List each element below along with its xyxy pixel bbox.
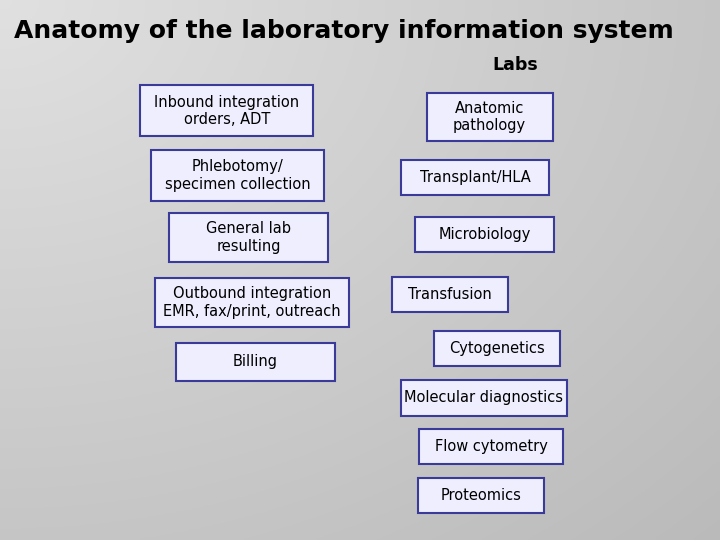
Text: General lab
resulting: General lab resulting [206,221,291,254]
FancyBboxPatch shape [433,330,560,366]
Text: Transplant/HLA: Transplant/HLA [420,170,531,185]
FancyBboxPatch shape [155,278,349,327]
FancyBboxPatch shape [151,150,324,201]
FancyBboxPatch shape [402,159,549,194]
FancyBboxPatch shape [392,278,508,312]
Text: Anatomic
pathology: Anatomic pathology [453,101,526,133]
Text: Inbound integration
orders, ADT: Inbound integration orders, ADT [154,94,300,127]
Text: Flow cytometry: Flow cytometry [435,439,547,454]
FancyBboxPatch shape [419,429,563,464]
Text: Cytogenetics: Cytogenetics [449,341,544,356]
Text: Molecular diagnostics: Molecular diagnostics [405,390,563,406]
Text: Labs: Labs [492,56,538,74]
Text: Anatomy of the laboratory information system: Anatomy of the laboratory information sy… [14,19,674,43]
Text: Billing: Billing [233,354,278,369]
Text: Outbound integration
EMR, fax/print, outreach: Outbound integration EMR, fax/print, out… [163,286,341,319]
Text: Microbiology: Microbiology [438,227,531,242]
FancyBboxPatch shape [415,217,554,252]
FancyBboxPatch shape [418,477,544,513]
FancyBboxPatch shape [169,213,328,262]
FancyBboxPatch shape [426,93,553,141]
FancyBboxPatch shape [401,380,567,416]
Text: Transfusion: Transfusion [408,287,492,302]
Text: Proteomics: Proteomics [441,488,521,503]
Text: Phlebotomy/
specimen collection: Phlebotomy/ specimen collection [165,159,310,192]
FancyBboxPatch shape [140,85,313,136]
FancyBboxPatch shape [176,343,335,381]
